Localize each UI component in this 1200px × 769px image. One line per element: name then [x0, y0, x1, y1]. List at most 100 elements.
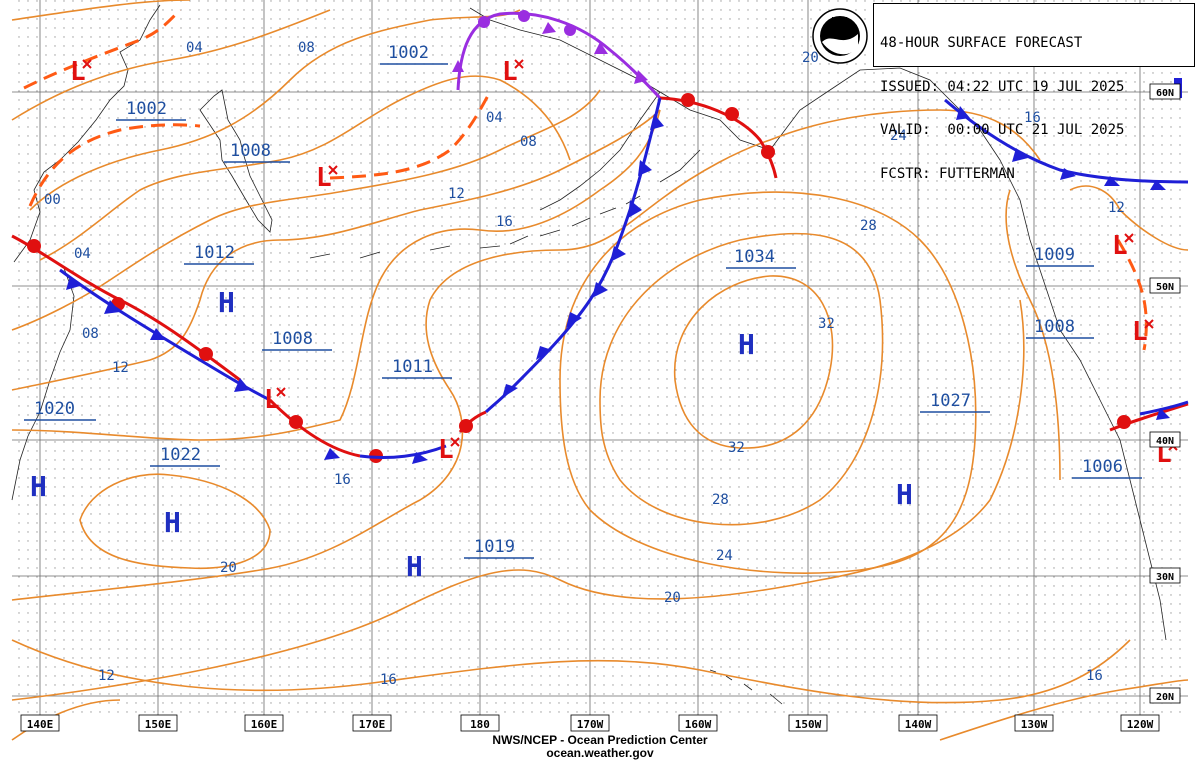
- title-line-valid: VALID: 00:00 UTC 21 JUL 2025: [880, 122, 1125, 138]
- cold-front-marker: [592, 282, 608, 298]
- pressure-label: 1027: [930, 391, 971, 411]
- isobar-label: 24: [716, 548, 733, 564]
- pressure-label-underlines: [24, 63, 1142, 559]
- cold-front-marker: [956, 106, 970, 120]
- isobar-label: 00: [44, 192, 61, 208]
- latitude-label-box: [1149, 567, 1181, 584]
- occluded-front-marker: [634, 70, 648, 84]
- occluded-front: [452, 10, 662, 100]
- cold-front-line: [1139, 400, 1189, 416]
- pressure-label: 1008: [272, 329, 313, 349]
- high-center-symbol: H: [738, 328, 755, 361]
- low-center-symbol: L: [1112, 231, 1128, 261]
- coastline-alaska-peninsula: [539, 91, 701, 211]
- isobar-label: 08: [82, 326, 99, 342]
- longitude-label-box: [244, 714, 284, 732]
- isobar-label: 12: [112, 360, 129, 376]
- footer-agency: NWS/NCEP - Ocean Prediction Center: [492, 733, 708, 747]
- high-center-symbol: H: [218, 286, 235, 319]
- longitude-label: 170W: [577, 718, 604, 731]
- occluded-front-marker: [452, 60, 464, 72]
- latitude-label-box: [1149, 687, 1181, 704]
- longitude-label: 160E: [251, 718, 278, 731]
- isobars: [11, 0, 1189, 741]
- isobar: [11, 109, 661, 441]
- latitude-label: 30N: [1156, 572, 1174, 583]
- forecast-title-box: 48-HOUR SURFACE FORECAST ISSUED: 04:22 U…: [873, 3, 1195, 181]
- title-line-forecaster: FCSTR: FUTTERMAN: [880, 165, 1015, 182]
- cold-front-marker: [566, 312, 582, 328]
- isobar: [11, 109, 1041, 601]
- warm-fronts: [11, 93, 1189, 463]
- isobar-label: 28: [712, 492, 729, 508]
- longitude-label-box: [788, 714, 828, 732]
- latitude-label-box: [1149, 83, 1181, 100]
- longitude-label: 140E: [27, 718, 54, 731]
- cold-front-marker: [1156, 408, 1170, 420]
- cold-front-marker: [502, 384, 518, 398]
- isobar-label: 16: [380, 672, 397, 688]
- isobar: [11, 699, 121, 741]
- cold-front-marker: [66, 276, 80, 290]
- isobar-label: 28: [860, 218, 877, 234]
- title-line-issued: ISSUED: 04:22 UTC 19 JUL 2025: [880, 78, 1125, 95]
- pressure-label: 1022: [160, 445, 201, 465]
- isobar: [11, 0, 191, 21]
- pressure-label: 1002: [388, 43, 429, 63]
- longitude-label-box: [460, 714, 500, 732]
- isobar: [11, 639, 1131, 704]
- cold-front-marker: [650, 114, 664, 130]
- hawaii-islands: [709, 669, 783, 705]
- pressure-label: 1019: [474, 537, 515, 557]
- trough-line: [28, 123, 201, 207]
- isobar: [1005, 189, 1061, 481]
- latitude-label: 40N: [1156, 436, 1174, 447]
- cold-front-marker: [1104, 176, 1120, 186]
- warm-front-marker: [289, 415, 303, 429]
- isobar: [939, 679, 1189, 741]
- cold-front-marker: [610, 246, 626, 262]
- cold-front-marker: [1060, 168, 1076, 180]
- occluded-front-line: [456, 11, 662, 100]
- isobar: [39, 75, 571, 261]
- pressure-label: 1002: [126, 99, 167, 119]
- isobar-label: 32: [728, 440, 745, 456]
- cold-front-marker: [1012, 148, 1028, 162]
- isobar: [11, 9, 331, 121]
- coastline-japan-sakhalin: [11, 267, 75, 501]
- longitude-label-box: [570, 714, 610, 732]
- isobar-label: 24: [890, 128, 907, 144]
- cold-front-marker: [1150, 180, 1166, 190]
- isobar: [1069, 185, 1189, 251]
- longitude-label-box: [20, 714, 60, 732]
- title-line-product: 48-HOUR SURFACE FORECAST: [880, 35, 1083, 51]
- occluded-front-marker: [564, 24, 576, 36]
- latitude-label: 20N: [1156, 692, 1174, 703]
- pressure-label: 1008: [1034, 317, 1075, 337]
- cold-fronts: [59, 78, 1189, 464]
- lat-lon-grid: [12, 0, 1188, 716]
- pressure-label: 1009: [1034, 245, 1075, 265]
- low-x-mark: [1124, 233, 1134, 243]
- isobar: [11, 89, 601, 331]
- longitude-label-box: [898, 714, 938, 732]
- longitude-label-box: [1014, 714, 1054, 732]
- pressure-label: 1006: [1082, 457, 1123, 477]
- high-center-symbol: H: [406, 550, 423, 583]
- latitude-label: 50N: [1156, 282, 1174, 293]
- pressure-label: 1011: [392, 357, 433, 377]
- noaa-logo-text: NOAA: [832, 16, 850, 24]
- low-x-mark: [328, 165, 338, 175]
- high-center-symbol: H: [164, 506, 181, 539]
- isobar: [11, 299, 1025, 701]
- cold-front-line: [359, 444, 447, 459]
- isobar: [559, 191, 977, 574]
- longitude-label: 120W: [1127, 718, 1154, 731]
- occluded-front-marker: [594, 42, 608, 54]
- warm-front-marker: [27, 239, 41, 253]
- isobar-label: 04: [486, 110, 503, 126]
- cold-front-marker: [638, 160, 652, 176]
- latitude-label-box: [1149, 277, 1181, 294]
- latitude-label: 60N: [1156, 88, 1174, 99]
